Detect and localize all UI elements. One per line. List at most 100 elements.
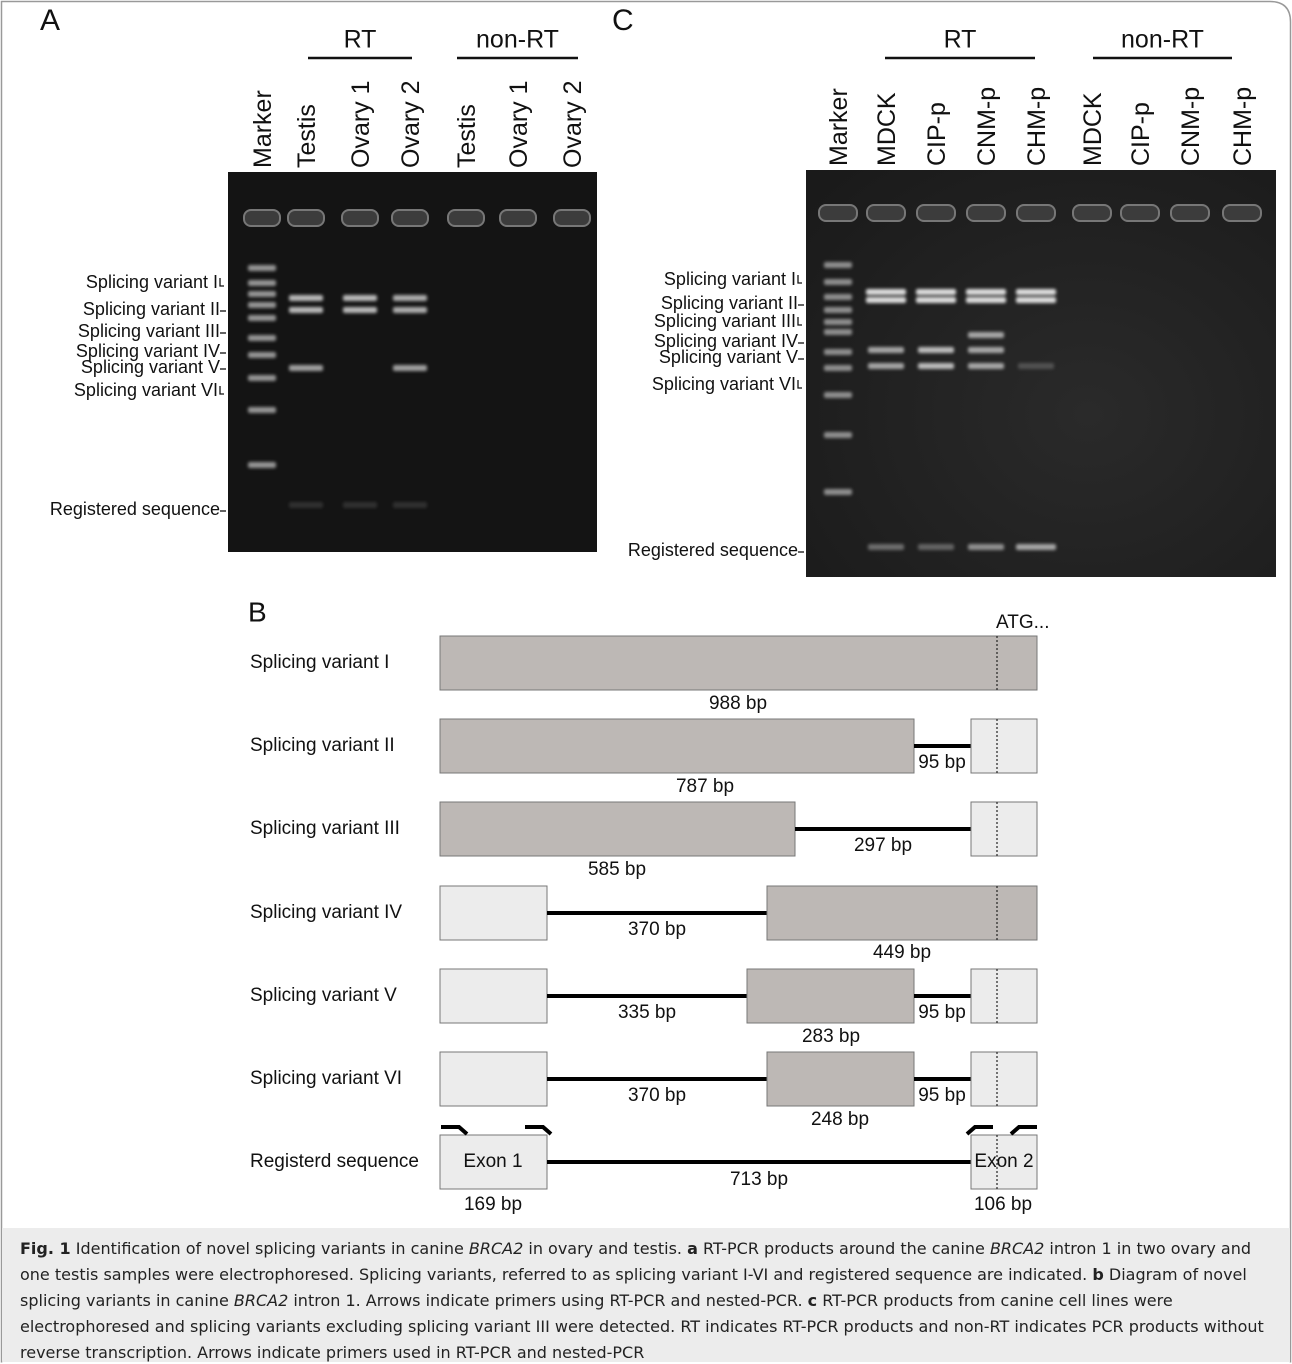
band-label: Splicing variant V bbox=[81, 357, 220, 377]
gel-band bbox=[289, 295, 323, 301]
gel-band bbox=[393, 365, 427, 371]
gel-band bbox=[248, 462, 276, 468]
primer-arrow bbox=[441, 1127, 467, 1134]
figure: ARTnon-RTMarkerTestisOvary 1Ovary 2Testi… bbox=[0, 0, 1292, 1364]
caption-bold: a bbox=[687, 1239, 698, 1258]
gel-well bbox=[342, 210, 378, 226]
gel-band bbox=[1016, 289, 1056, 295]
caption-text: intron 1. Arrows indicate primers using … bbox=[288, 1291, 807, 1310]
band-label: Splicing variant II bbox=[661, 293, 798, 313]
gel-band bbox=[824, 349, 852, 355]
gel-band bbox=[289, 365, 323, 371]
segment-length: 95 bp bbox=[918, 1085, 966, 1106]
band-label: Registered sequence bbox=[628, 540, 798, 560]
gel-band bbox=[1016, 544, 1056, 550]
exon-box bbox=[971, 969, 1037, 1023]
gel-band bbox=[824, 392, 852, 398]
exon-box bbox=[971, 802, 1037, 856]
lane-label: MDCK bbox=[873, 92, 901, 166]
caption-text: RT-PCR products around the canine bbox=[698, 1239, 990, 1258]
primer-arrow bbox=[967, 1127, 993, 1134]
gel-band bbox=[248, 315, 276, 321]
gel-a bbox=[228, 172, 597, 552]
group-label: non-RT bbox=[1121, 26, 1204, 54]
band-bracket bbox=[798, 380, 802, 388]
row-label: Registerd sequence bbox=[250, 1151, 419, 1172]
exon-box bbox=[440, 969, 547, 1023]
segment-length: 283 bp bbox=[802, 1026, 860, 1047]
gel-band bbox=[824, 319, 852, 325]
caption-italic: BRCA2 bbox=[469, 1239, 523, 1258]
lane-label: Ovary 2 bbox=[559, 80, 587, 168]
caption-bold: b bbox=[1092, 1265, 1103, 1284]
band-label: Registered sequence bbox=[50, 499, 220, 519]
band-label: Splicing variant I bbox=[86, 272, 218, 292]
panel-letter: A bbox=[40, 4, 60, 37]
gel-band bbox=[824, 294, 852, 300]
segment-length: 713 bp bbox=[730, 1169, 788, 1190]
exon-box bbox=[440, 719, 914, 773]
gel-band bbox=[248, 375, 276, 381]
band-label: Splicing variant VI bbox=[652, 374, 796, 394]
gel-band bbox=[824, 279, 852, 285]
gel-band bbox=[968, 544, 1004, 550]
gel-well bbox=[392, 210, 428, 226]
gel-band bbox=[393, 295, 427, 301]
segment-length: 95 bp bbox=[918, 752, 966, 773]
gel-well bbox=[1073, 205, 1111, 221]
gel-band bbox=[248, 335, 276, 341]
lane-label: CNM-p bbox=[1177, 87, 1205, 166]
gel-band bbox=[1018, 363, 1054, 369]
gel-band bbox=[966, 297, 1006, 303]
segment-length: 449 bp bbox=[873, 942, 931, 963]
segment-length: 335 bp bbox=[618, 1002, 676, 1023]
lane-label: Marker bbox=[249, 90, 277, 168]
gel-band bbox=[918, 347, 954, 353]
gel-band bbox=[868, 347, 904, 353]
exon-box bbox=[440, 636, 1037, 690]
lane-label: Ovary 2 bbox=[397, 80, 425, 168]
gel-band bbox=[916, 289, 956, 295]
panel-letter: C bbox=[612, 4, 634, 37]
caption-bold: c bbox=[808, 1291, 817, 1310]
gel-c bbox=[806, 170, 1276, 577]
gel-band bbox=[343, 307, 377, 313]
gel-well bbox=[1121, 205, 1159, 221]
gel-band bbox=[289, 307, 323, 313]
gel-band bbox=[918, 544, 954, 550]
gel-band bbox=[289, 502, 323, 508]
gel-well bbox=[244, 210, 280, 226]
gel-band bbox=[824, 365, 852, 371]
gel-band bbox=[868, 363, 904, 369]
gel-band bbox=[824, 329, 852, 335]
primer-arrow bbox=[525, 1127, 551, 1134]
band-label: Splicing variant VI bbox=[74, 380, 218, 400]
gel-well bbox=[967, 205, 1005, 221]
lane-label: Ovary 1 bbox=[347, 80, 375, 168]
gel-band bbox=[248, 265, 276, 271]
exon-box bbox=[767, 1052, 914, 1106]
gel-band bbox=[393, 502, 427, 508]
lane-label: MDCK bbox=[1079, 92, 1107, 166]
gel-band bbox=[343, 295, 377, 301]
gel-band bbox=[824, 489, 852, 495]
row-label: Splicing variant I bbox=[250, 652, 389, 673]
gel-well bbox=[448, 210, 484, 226]
exon-box bbox=[747, 969, 914, 1023]
lane-label: CHM-p bbox=[1229, 87, 1257, 166]
gel-band bbox=[866, 289, 906, 295]
gel-well bbox=[288, 210, 324, 226]
segment-length: 95 bp bbox=[918, 1002, 966, 1023]
gel-band bbox=[968, 363, 1004, 369]
gel-well bbox=[819, 205, 857, 221]
gel-band bbox=[248, 352, 276, 358]
exon-box bbox=[971, 1052, 1037, 1106]
row-label: Splicing variant V bbox=[250, 985, 397, 1006]
lane-label: Marker bbox=[825, 88, 853, 166]
segment-length: 297 bp bbox=[854, 835, 912, 856]
caption-bold: Fig. 1 bbox=[20, 1239, 71, 1258]
exon-box bbox=[440, 802, 795, 856]
gel-well bbox=[554, 210, 590, 226]
exon-label: Exon 2 bbox=[974, 1151, 1033, 1172]
lane-label: CNM-p bbox=[973, 87, 1001, 166]
